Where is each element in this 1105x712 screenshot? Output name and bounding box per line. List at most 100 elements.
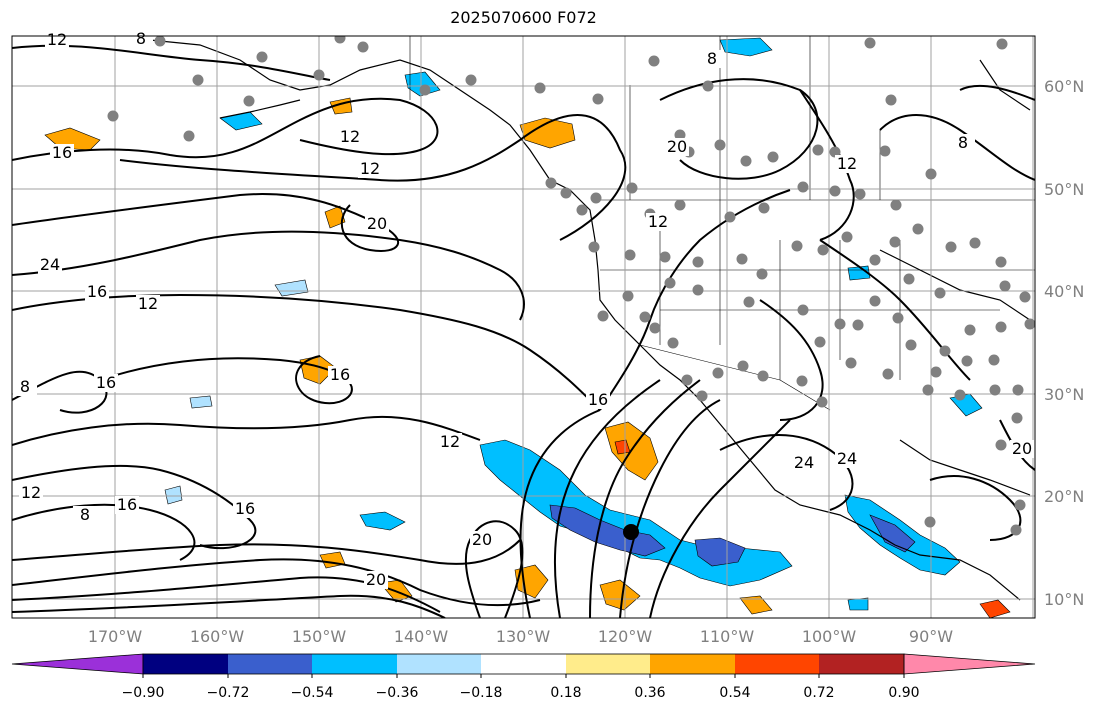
station-dot bbox=[696, 390, 708, 402]
colorbar-tick-label: −0.72 bbox=[207, 685, 250, 701]
contour-label: 24 bbox=[794, 453, 814, 472]
station-dot bbox=[791, 240, 803, 252]
station-dot bbox=[945, 241, 957, 253]
contour-label-bg bbox=[438, 433, 462, 451]
station-dot bbox=[534, 82, 546, 94]
station-dot bbox=[597, 310, 609, 322]
contour-label-bg bbox=[338, 128, 362, 146]
contour-label-bg bbox=[1010, 440, 1034, 458]
station-dot bbox=[816, 396, 828, 408]
contour-label-bg bbox=[792, 454, 816, 472]
station-dot bbox=[712, 367, 724, 379]
contour-label: 8 bbox=[958, 133, 968, 152]
colorbar-tick-label: −0.90 bbox=[122, 685, 165, 701]
station-dot bbox=[357, 41, 369, 53]
contour-label-bg bbox=[365, 215, 389, 233]
longitude-label: 100°W bbox=[802, 627, 857, 646]
contour-label-bg bbox=[951, 134, 975, 152]
station-dot bbox=[1019, 291, 1031, 303]
station-dot bbox=[995, 439, 1007, 451]
station-dot bbox=[757, 370, 769, 382]
contour-label-bg bbox=[665, 138, 689, 156]
station-dot bbox=[817, 244, 829, 256]
contour-label-bg bbox=[129, 30, 153, 48]
station-dot bbox=[664, 277, 676, 289]
contour-label-bg bbox=[38, 256, 62, 274]
map-title: 2025070600 F072 bbox=[450, 8, 597, 27]
colorbar-segment bbox=[819, 654, 904, 674]
latitude-label: 20°N bbox=[1044, 487, 1084, 506]
contour-label-bg bbox=[13, 378, 37, 396]
contour-label: 12 bbox=[648, 212, 668, 231]
contour-label: 8 bbox=[707, 49, 717, 68]
station-dot bbox=[692, 256, 704, 268]
contour-label-bg bbox=[835, 450, 859, 468]
station-dot bbox=[1012, 384, 1024, 396]
station-dot bbox=[648, 55, 660, 67]
station-dot bbox=[797, 304, 809, 316]
station-dot bbox=[925, 168, 937, 180]
station-dot bbox=[922, 384, 934, 396]
contour-label-bg bbox=[700, 50, 724, 68]
political-borders bbox=[409, 36, 1035, 411]
station-dot bbox=[545, 177, 557, 189]
longitude-label: 90°W bbox=[909, 627, 953, 646]
contour-label: 16 bbox=[96, 373, 116, 392]
station-dot bbox=[912, 223, 924, 235]
contour-label-bg bbox=[835, 155, 859, 173]
station-dot bbox=[814, 336, 826, 348]
station-dot bbox=[889, 236, 901, 248]
contour-label: 24 bbox=[837, 449, 857, 468]
station-dot bbox=[192, 74, 204, 86]
contour-label-bg bbox=[115, 496, 139, 514]
station-dot bbox=[626, 182, 638, 194]
colorbar-tick-label: −0.18 bbox=[460, 685, 503, 701]
station-dot bbox=[882, 368, 894, 380]
station-dot bbox=[465, 74, 477, 86]
station-dot bbox=[592, 93, 604, 105]
latitude-labels: 60°N 50°N 40°N 30°N 20°N 10°N bbox=[1044, 77, 1084, 609]
contour-label-bg bbox=[646, 213, 670, 231]
station-dot bbox=[797, 181, 809, 193]
contour-label-bg bbox=[19, 484, 43, 502]
contour-label-bg bbox=[364, 571, 388, 589]
latitude-label: 60°N bbox=[1044, 77, 1084, 96]
contour-label-bg bbox=[73, 506, 97, 524]
station-dot bbox=[737, 360, 749, 372]
colorbar-segment bbox=[735, 654, 819, 674]
colorbar-extend-low bbox=[11, 653, 144, 675]
blue-patch bbox=[719, 37, 773, 57]
blue-patch bbox=[359, 511, 406, 531]
longitude-label: 120°W bbox=[598, 627, 653, 646]
station-dot bbox=[724, 211, 736, 223]
station-dot bbox=[692, 284, 704, 296]
contour-label: 12 bbox=[360, 159, 380, 178]
longitude-label: 170°W bbox=[88, 627, 143, 646]
latitude-label: 10°N bbox=[1044, 590, 1084, 609]
contour-label-bg bbox=[136, 295, 160, 313]
contour-label-bg bbox=[470, 531, 494, 549]
longitude-labels: 170°W 160°W 150°W 140°W 130°W 120°W 110°W 100°W… bbox=[88, 627, 953, 646]
contour-label: 20 bbox=[366, 570, 386, 589]
station-dot bbox=[667, 337, 679, 349]
station-dot bbox=[576, 204, 588, 216]
station-dot bbox=[659, 251, 671, 263]
contour-label-bg bbox=[50, 144, 74, 162]
station-dot bbox=[639, 311, 651, 323]
station-dot bbox=[939, 345, 951, 357]
light-blue-patch bbox=[164, 485, 183, 505]
contour-label-bg bbox=[233, 500, 257, 518]
contour-label-bg bbox=[328, 366, 352, 384]
orange-patch bbox=[739, 595, 773, 615]
contour-label: 16 bbox=[588, 390, 608, 409]
contour-label: 16 bbox=[87, 282, 107, 301]
station-dot bbox=[905, 339, 917, 351]
station-dot bbox=[1014, 499, 1026, 511]
contour-label-bg bbox=[94, 374, 118, 392]
deep-blue-patch bbox=[694, 537, 746, 567]
colorbar-labels: −0.90 −0.72 −0.54 −0.36 −0.18 0.18 0.36 0.54 0.7… bbox=[122, 674, 920, 701]
station-dot bbox=[622, 290, 634, 302]
contour-label: 12 bbox=[837, 154, 857, 173]
contour-label: 12 bbox=[440, 432, 460, 451]
contour-label-bg bbox=[85, 283, 109, 301]
